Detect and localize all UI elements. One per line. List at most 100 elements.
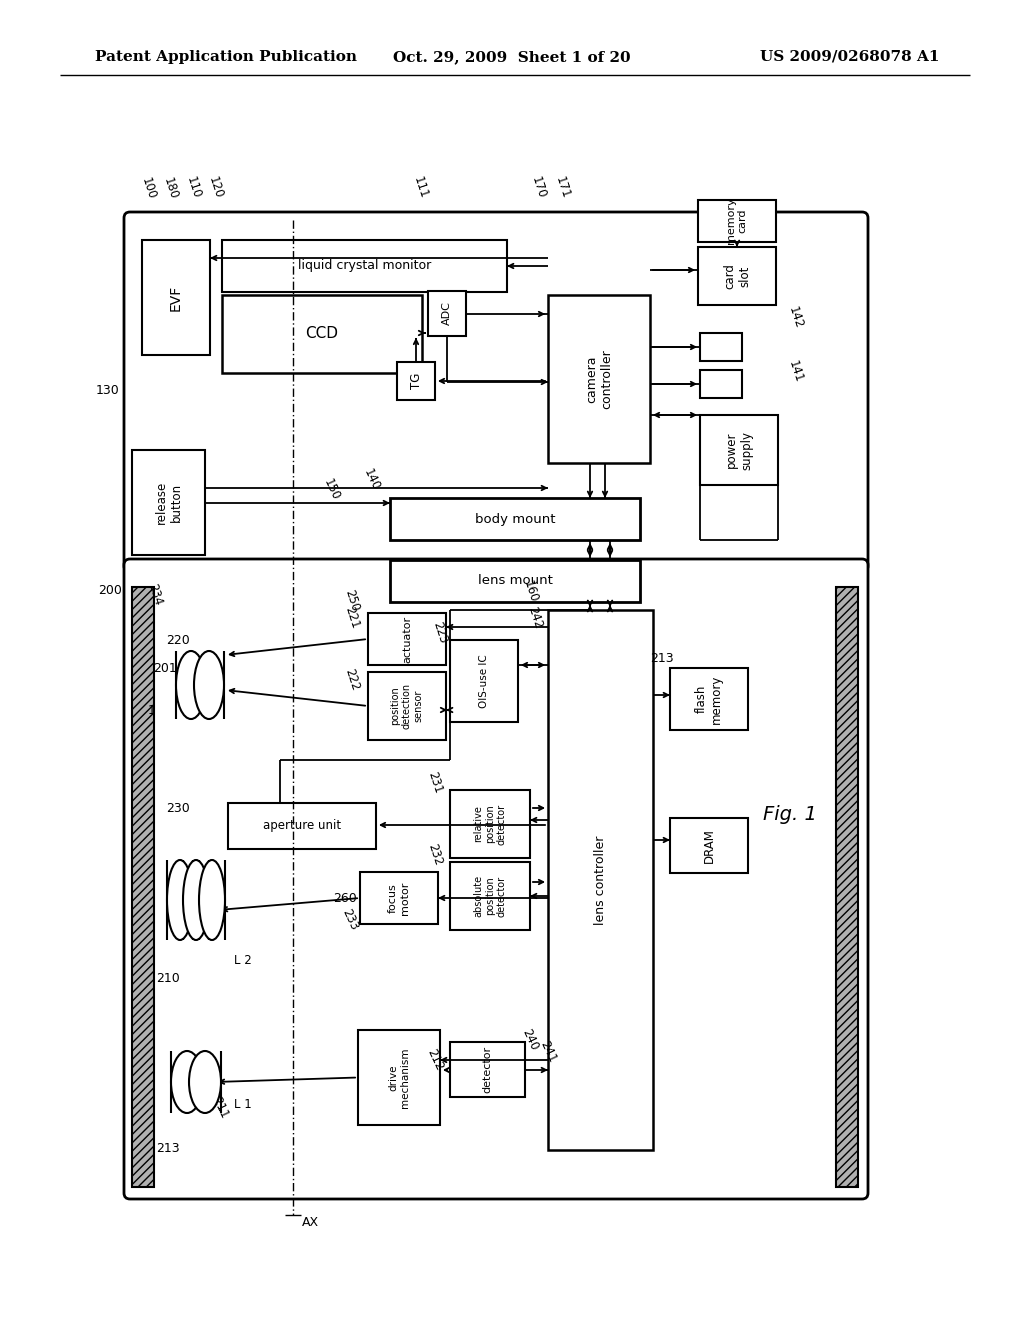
Bar bbox=[836, 587, 858, 1187]
Bar bbox=[548, 610, 653, 1150]
Text: 250: 250 bbox=[342, 587, 361, 612]
Bar bbox=[700, 370, 742, 399]
Text: drive
mechanism: drive mechanism bbox=[388, 1047, 410, 1107]
Text: 180: 180 bbox=[161, 176, 179, 201]
Bar bbox=[222, 240, 507, 292]
Text: 171: 171 bbox=[552, 176, 571, 201]
Text: 234: 234 bbox=[145, 582, 165, 607]
Text: 231: 231 bbox=[425, 771, 444, 796]
Bar bbox=[548, 294, 650, 463]
Text: 260: 260 bbox=[333, 891, 357, 904]
Text: focus
motor: focus motor bbox=[388, 882, 410, 915]
Text: 223: 223 bbox=[430, 620, 450, 645]
Bar bbox=[228, 803, 376, 849]
Text: L 2: L 2 bbox=[234, 953, 252, 966]
Bar bbox=[142, 240, 210, 355]
Text: 160: 160 bbox=[520, 579, 540, 605]
Text: memory
card: memory card bbox=[726, 198, 748, 244]
Bar bbox=[836, 587, 858, 1187]
Text: EVF: EVF bbox=[169, 284, 183, 310]
Text: 230: 230 bbox=[166, 801, 189, 814]
Text: Fig. 1: Fig. 1 bbox=[763, 805, 817, 825]
Ellipse shape bbox=[171, 1051, 203, 1113]
Text: DRAM: DRAM bbox=[702, 828, 716, 863]
Text: Patent Application Publication: Patent Application Publication bbox=[95, 50, 357, 63]
Text: L 1: L 1 bbox=[234, 1098, 252, 1111]
Text: power
supply: power supply bbox=[725, 430, 753, 470]
Ellipse shape bbox=[194, 651, 224, 719]
Text: 213: 213 bbox=[157, 1142, 180, 1155]
Bar bbox=[397, 362, 435, 400]
FancyBboxPatch shape bbox=[124, 558, 868, 1199]
Text: 170: 170 bbox=[528, 176, 548, 201]
Text: 1: 1 bbox=[148, 704, 156, 717]
Text: card
slot: card slot bbox=[723, 263, 751, 289]
Text: 150: 150 bbox=[322, 477, 343, 503]
Ellipse shape bbox=[167, 861, 193, 940]
Text: body mount: body mount bbox=[475, 512, 555, 525]
Text: 201: 201 bbox=[154, 661, 177, 675]
Bar bbox=[698, 201, 776, 242]
Text: Oct. 29, 2009  Sheet 1 of 20: Oct. 29, 2009 Sheet 1 of 20 bbox=[393, 50, 631, 63]
Text: 232: 232 bbox=[425, 842, 444, 867]
Bar bbox=[222, 294, 422, 374]
Text: position
detection
sensor: position detection sensor bbox=[390, 682, 424, 729]
Text: OIS-use IC: OIS-use IC bbox=[479, 655, 489, 708]
Ellipse shape bbox=[199, 861, 225, 940]
Bar bbox=[450, 862, 530, 931]
Text: 221: 221 bbox=[342, 606, 361, 631]
Text: 111: 111 bbox=[411, 176, 430, 201]
Text: 242: 242 bbox=[525, 606, 545, 631]
Text: aperture unit: aperture unit bbox=[263, 820, 341, 833]
Bar bbox=[700, 333, 742, 360]
Bar bbox=[700, 414, 778, 484]
Bar bbox=[450, 1041, 525, 1097]
Text: 110: 110 bbox=[183, 176, 203, 201]
Text: lens mount: lens mount bbox=[477, 574, 552, 587]
Bar bbox=[450, 640, 518, 722]
Bar bbox=[670, 668, 748, 730]
Text: 220: 220 bbox=[166, 634, 189, 647]
Bar bbox=[132, 587, 154, 1187]
Text: relative
position
detector: relative position detector bbox=[473, 804, 507, 845]
Text: liquid crystal monitor: liquid crystal monitor bbox=[298, 260, 431, 272]
Bar bbox=[360, 873, 438, 924]
Text: 142: 142 bbox=[785, 305, 805, 331]
Text: 240: 240 bbox=[519, 1027, 541, 1053]
Bar bbox=[358, 1030, 440, 1125]
Text: ADC: ADC bbox=[442, 301, 452, 326]
Text: 233: 233 bbox=[339, 907, 360, 933]
Text: 141: 141 bbox=[785, 359, 805, 384]
Text: camera
controller: camera controller bbox=[585, 348, 613, 409]
Text: AX: AX bbox=[301, 1216, 318, 1229]
Text: absolute
position
detector: absolute position detector bbox=[473, 875, 507, 917]
Bar bbox=[670, 818, 748, 873]
Text: release
button: release button bbox=[155, 480, 182, 524]
Ellipse shape bbox=[183, 861, 209, 940]
Text: detector: detector bbox=[482, 1045, 493, 1093]
Text: actuator: actuator bbox=[402, 615, 412, 663]
Text: TG: TG bbox=[410, 372, 423, 389]
Bar bbox=[450, 789, 530, 858]
Text: 130: 130 bbox=[96, 384, 120, 396]
Bar bbox=[390, 498, 640, 540]
Text: 210: 210 bbox=[156, 972, 180, 985]
Text: flash
memory: flash memory bbox=[695, 675, 723, 723]
Text: lens controller: lens controller bbox=[594, 836, 607, 925]
Bar bbox=[368, 612, 446, 665]
Text: 211: 211 bbox=[209, 1096, 230, 1121]
Bar bbox=[368, 672, 446, 741]
Text: US 2009/0268078 A1: US 2009/0268078 A1 bbox=[761, 50, 940, 63]
Ellipse shape bbox=[176, 651, 206, 719]
Ellipse shape bbox=[189, 1051, 221, 1113]
Bar bbox=[428, 290, 466, 337]
Text: 200: 200 bbox=[98, 583, 122, 597]
Text: 241: 241 bbox=[538, 1039, 559, 1065]
Text: 140: 140 bbox=[361, 467, 383, 492]
Bar bbox=[390, 560, 640, 602]
Text: 212: 212 bbox=[424, 1047, 445, 1073]
Text: 120: 120 bbox=[206, 176, 224, 201]
Bar bbox=[132, 450, 205, 554]
Text: CCD: CCD bbox=[305, 326, 339, 342]
Text: 100: 100 bbox=[138, 176, 158, 201]
